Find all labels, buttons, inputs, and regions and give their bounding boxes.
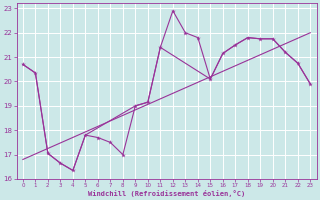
X-axis label: Windchill (Refroidissement éolien,°C): Windchill (Refroidissement éolien,°C) (88, 190, 245, 197)
